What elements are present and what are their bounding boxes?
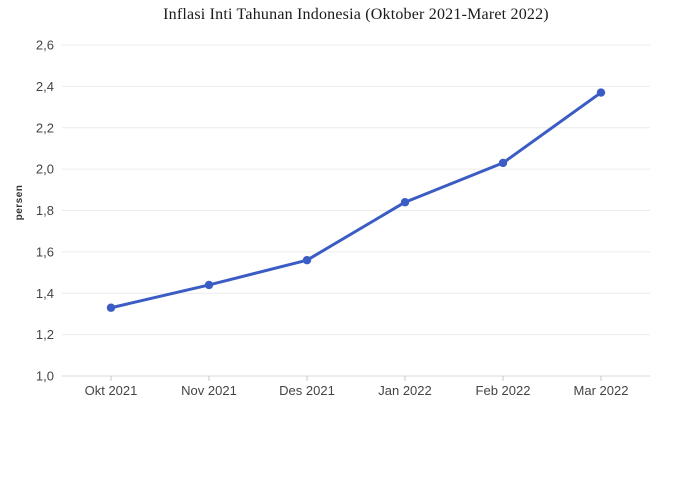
data-point[interactable] [302, 255, 312, 265]
x-tick-label: Mar 2022 [574, 383, 629, 398]
x-tick-label: Jan 2022 [378, 383, 432, 398]
data-point[interactable] [106, 303, 116, 312]
y-tick-label: 1,6 [36, 244, 54, 259]
x-tick-label: Okt 2021 [85, 383, 138, 398]
chart-title: Inflasi Inti Tahunan Indonesia (Oktober … [163, 6, 549, 23]
data-point[interactable] [498, 158, 508, 168]
y-tick-label: 1,8 [36, 203, 54, 218]
data-point[interactable] [400, 198, 410, 207]
y-tick-label: 2,0 [36, 162, 54, 177]
y-tick-label: 1,0 [36, 369, 54, 384]
x-tick-label: Nov 2021 [181, 383, 237, 398]
x-tick-label: Des 2021 [279, 383, 335, 398]
data-line [109, 91, 603, 310]
y-tick-label: 2,6 [36, 38, 54, 53]
y-axis-title: persen [14, 185, 25, 221]
data-point[interactable] [596, 88, 606, 97]
data-point[interactable] [204, 280, 214, 290]
y-tick-label: 1,4 [36, 286, 54, 301]
y-tick-label: 2,2 [36, 120, 54, 135]
y-tick-label: 2,4 [36, 79, 54, 94]
y-tick-label: 1,2 [36, 327, 54, 342]
x-tick-label: Feb 2022 [476, 383, 531, 398]
